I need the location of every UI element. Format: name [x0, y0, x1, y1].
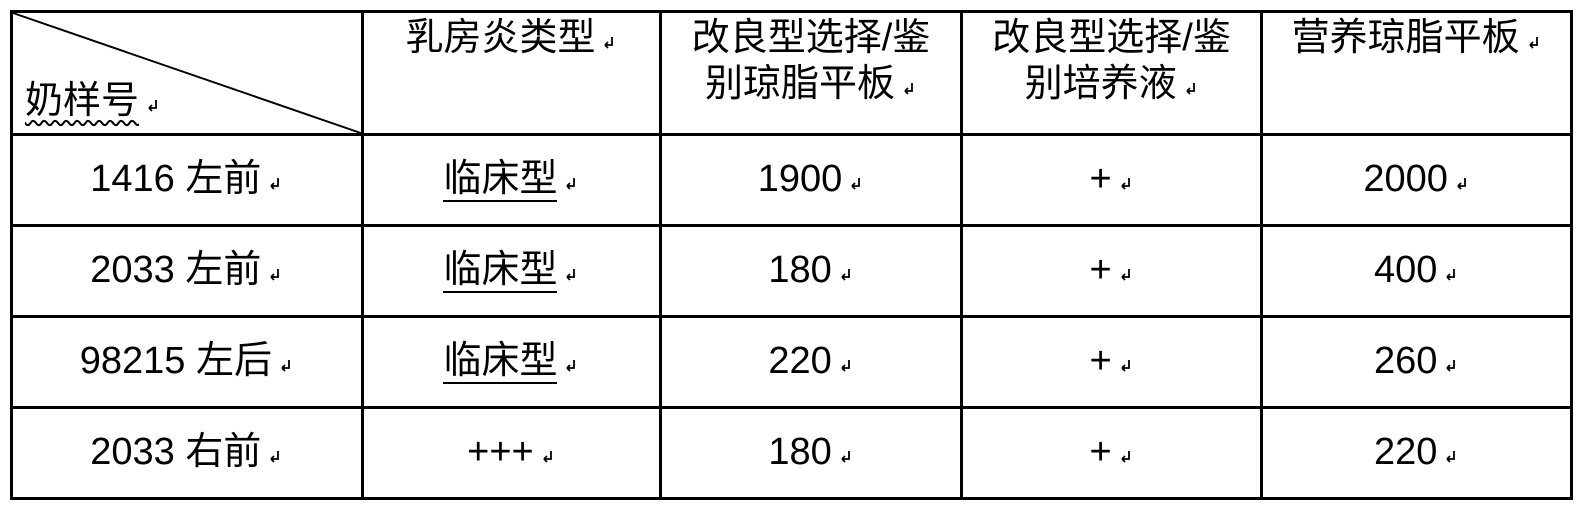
paragraph-mark-icon: [143, 97, 161, 115]
cell-sample-id: 1416 左前: [12, 135, 363, 226]
paragraph-mark-icon: [265, 266, 283, 284]
paragraph-mark-icon: [599, 34, 617, 52]
cell-nagar: 220: [1262, 408, 1572, 499]
cell-broth: +: [961, 408, 1262, 499]
paragraph-mark-icon: [1452, 175, 1470, 193]
cell-nagar: 2000: [1262, 135, 1572, 226]
mastitis-results-table: 奶样号 乳房炎类型 改良型选择/鉴 别琼脂平板 改良型选择/鉴 别培养液: [10, 10, 1573, 500]
corner-header-cell: 奶样号: [12, 12, 363, 135]
table-row: 1416 左前 临床型 1900 + 2000: [12, 135, 1572, 226]
cell-agar: 180: [661, 408, 962, 499]
paragraph-mark-icon: [1116, 357, 1134, 375]
col-header-nagar: 营养琼脂平板: [1262, 12, 1572, 135]
paragraph-mark-icon: [1116, 175, 1134, 193]
paragraph-mark-icon: [836, 357, 854, 375]
col-header-agar-line1: 改良型选择/鉴: [692, 16, 931, 62]
cell-agar: 1900: [661, 135, 962, 226]
cell-type: 临床型: [362, 135, 661, 226]
col-header-agar-line2: 别琼脂平板: [705, 62, 895, 108]
table-row: 98215 左后 临床型 220 + 260: [12, 317, 1572, 408]
paragraph-mark-icon: [561, 266, 579, 284]
paragraph-mark-icon: [1441, 357, 1459, 375]
col-header-type: 乳房炎类型: [362, 12, 661, 135]
paragraph-mark-icon: [561, 357, 579, 375]
paragraph-mark-icon: [561, 175, 579, 193]
paragraph-mark-icon: [1181, 80, 1199, 98]
paragraph-mark-icon: [276, 357, 294, 375]
table-row: 2033 左前 临床型 180 + 400: [12, 226, 1572, 317]
paragraph-mark-icon: [846, 175, 864, 193]
cell-nagar: 260: [1262, 317, 1572, 408]
paragraph-mark-icon: [538, 448, 556, 466]
cell-sample-id: 2033 左前: [12, 226, 363, 317]
cell-nagar: 400: [1262, 226, 1572, 317]
paragraph-mark-icon: [836, 448, 854, 466]
paragraph-mark-icon: [265, 175, 283, 193]
paragraph-mark-icon: [1524, 34, 1542, 52]
cell-sample-id: 2033 右前: [12, 408, 363, 499]
cell-agar: 220: [661, 317, 962, 408]
col-header-type-label: 乳房炎类型: [405, 16, 595, 62]
paragraph-mark-icon: [1116, 266, 1134, 284]
col-header-agar: 改良型选择/鉴 别琼脂平板: [661, 12, 962, 135]
cell-broth: +: [961, 135, 1262, 226]
paragraph-mark-icon: [1441, 448, 1459, 466]
col-header-broth-line2: 别培养液: [1025, 62, 1177, 108]
table-header-row: 奶样号 乳房炎类型 改良型选择/鉴 别琼脂平板 改良型选择/鉴 别培养液: [12, 12, 1572, 135]
corner-header-label: 奶样号: [25, 80, 139, 122]
cell-broth: +: [961, 317, 1262, 408]
cell-broth: +: [961, 226, 1262, 317]
col-header-broth-line1: 改良型选择/鉴: [992, 16, 1231, 62]
paragraph-mark-icon: [899, 80, 917, 98]
cell-type: +++: [362, 408, 661, 499]
col-header-broth: 改良型选择/鉴 别培养液: [961, 12, 1262, 135]
cell-sample-id: 98215 左后: [12, 317, 363, 408]
cell-type: 临床型: [362, 317, 661, 408]
paragraph-mark-icon: [1441, 266, 1459, 284]
paragraph-mark-icon: [1116, 448, 1134, 466]
cell-type: 临床型: [362, 226, 661, 317]
paragraph-mark-icon: [836, 266, 854, 284]
paragraph-mark-icon: [265, 448, 283, 466]
col-header-nagar-label: 营养琼脂平板: [1292, 16, 1520, 62]
cell-agar: 180: [661, 226, 962, 317]
table-row: 2033 右前 +++ 180 + 220: [12, 408, 1572, 499]
